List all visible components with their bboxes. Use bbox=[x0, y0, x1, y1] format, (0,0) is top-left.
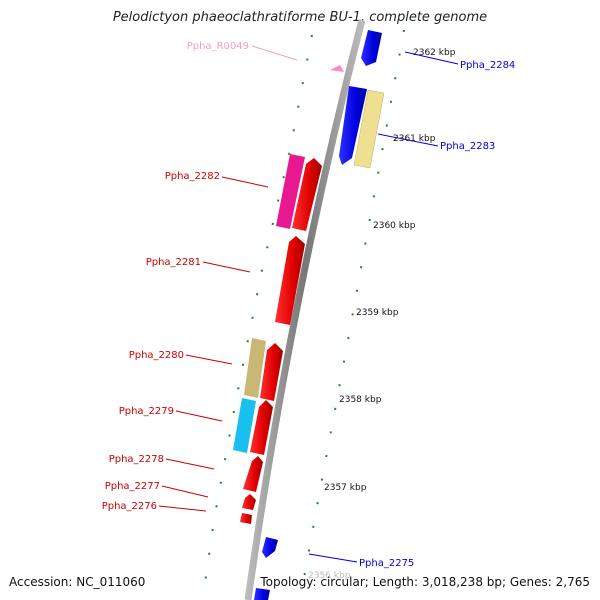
tick-label: 2358 kbp bbox=[339, 395, 382, 405]
inner-ring-guide bbox=[203, 34, 313, 591]
gene-arrow-Ppha_2283-blue bbox=[339, 86, 367, 165]
gene-arrow-Ppha_2275 bbox=[262, 537, 278, 558]
gene-arrow-Ppha_2280 bbox=[260, 343, 283, 401]
gene-features bbox=[233, 30, 385, 600]
gene-label-Ppha_2277[interactable]: Ppha_2277 bbox=[105, 481, 160, 492]
gene-arrow-Ppha_R0049 bbox=[330, 65, 344, 72]
gene-arrow-partial bbox=[254, 588, 270, 600]
tick-label: 2356 kbp bbox=[308, 571, 351, 581]
gene-arrow-Ppha_2281 bbox=[275, 236, 305, 325]
gene-arrow-Ppha_2279 bbox=[250, 400, 273, 455]
genome-summary: Topology: circular; Length: 3,018,238 bp… bbox=[260, 575, 590, 589]
gene-arrow-Ppha_2280-khaki bbox=[244, 338, 266, 398]
gene-arrow-Ppha_2279-cyan bbox=[233, 398, 256, 453]
gene-arrow-Ppha_2283-yellow bbox=[353, 89, 385, 169]
tick-label: 2360 kbp bbox=[373, 221, 416, 231]
accession-label: Accession: NC_011060 bbox=[9, 575, 146, 589]
gene-label-Ppha_2275[interactable]: Ppha_2275 bbox=[359, 558, 414, 569]
gene-label-Ppha_2281[interactable]: Ppha_2281 bbox=[146, 257, 201, 268]
genome-backbone bbox=[244, 19, 366, 600]
gene-leader-lines bbox=[158, 45, 459, 563]
gene-label-Ppha_2284[interactable]: Ppha_2284 bbox=[460, 60, 515, 71]
gene-label-Ppha_2278[interactable]: Ppha_2278 bbox=[109, 454, 164, 465]
gene-arrow-Ppha_2284 bbox=[361, 30, 382, 66]
gene-label-Ppha_2279[interactable]: Ppha_2279 bbox=[119, 406, 174, 417]
gene-arrow-Ppha_2277 bbox=[242, 494, 256, 510]
gene-arrow-Ppha_2282-magenta bbox=[276, 154, 305, 229]
gene-label-Ppha_2282[interactable]: Ppha_2282 bbox=[165, 171, 220, 182]
gene-arrow-Ppha_2278 bbox=[243, 456, 263, 492]
gene-label-Ppha_2283[interactable]: Ppha_2283 bbox=[440, 141, 495, 152]
tick-label: 2361 kbp bbox=[393, 134, 436, 144]
gene-arrow-Ppha_2276 bbox=[240, 513, 252, 524]
gene-label-Ppha_2276[interactable]: Ppha_2276 bbox=[102, 501, 157, 512]
gene-arrow-Ppha_2282 bbox=[292, 158, 322, 231]
tick-label: 2357 kbp bbox=[324, 483, 367, 493]
map-title: Pelodictyon phaeoclathratiforme BU-1, co… bbox=[112, 10, 488, 25]
gene-label-Ppha_2280[interactable]: Ppha_2280 bbox=[129, 350, 184, 361]
gene-label-Ppha_R0049[interactable]: Ppha_R0049 bbox=[187, 41, 249, 52]
tick-label: 2362 kbp bbox=[413, 48, 456, 58]
tick-label: 2359 kbp bbox=[356, 308, 399, 318]
